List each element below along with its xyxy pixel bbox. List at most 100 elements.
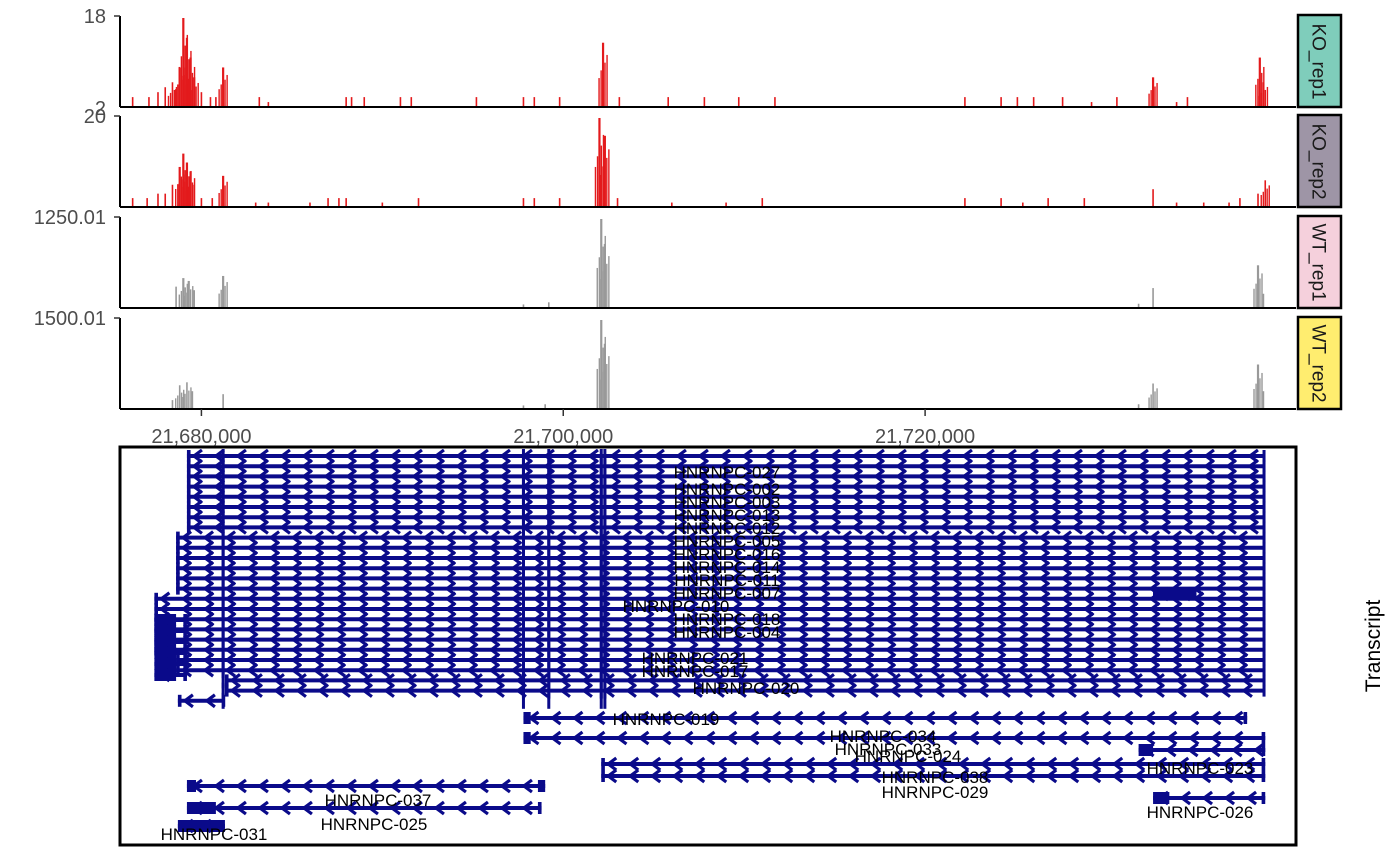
strand-arrow bbox=[1214, 571, 1227, 586]
strand-arrow bbox=[422, 662, 435, 678]
strand-arrow bbox=[752, 560, 765, 576]
strand-arrow bbox=[763, 489, 775, 505]
strand-arrow bbox=[279, 469, 291, 484]
exon bbox=[521, 590, 525, 607]
strand-arrow bbox=[741, 509, 753, 525]
strand-arrow bbox=[796, 550, 809, 566]
strand-arrow bbox=[950, 591, 963, 607]
exon bbox=[521, 478, 525, 495]
exon bbox=[1261, 744, 1266, 756]
strand-arrow bbox=[411, 509, 423, 525]
strand-arrow bbox=[649, 768, 662, 784]
strand-arrow bbox=[913, 756, 926, 772]
strand-arrow bbox=[774, 571, 787, 586]
strand-arrow bbox=[279, 489, 291, 505]
exon bbox=[154, 625, 177, 637]
strand-arrow bbox=[917, 449, 929, 464]
strand-arrow bbox=[1219, 683, 1231, 698]
strand-arrow bbox=[972, 560, 985, 576]
strand-arrow bbox=[1153, 673, 1165, 688]
strand-arrow bbox=[813, 710, 826, 726]
strand-arrow bbox=[686, 652, 699, 668]
strand-arrow bbox=[312, 530, 325, 545]
coverage-bar bbox=[606, 363, 608, 409]
strand-arrow bbox=[191, 520, 203, 535]
exon bbox=[154, 614, 177, 626]
strand-arrow bbox=[202, 652, 215, 668]
strand-arrow bbox=[994, 601, 1007, 617]
strand-arrow bbox=[224, 591, 237, 607]
coverage-bar bbox=[164, 193, 167, 207]
strand-arrow bbox=[972, 581, 985, 596]
strand-arrow bbox=[356, 581, 369, 596]
strand-arrow bbox=[818, 632, 831, 647]
strand-arrow bbox=[1236, 632, 1249, 647]
strand-arrow bbox=[1082, 622, 1095, 637]
strand-arrow bbox=[681, 710, 694, 726]
strand-arrow bbox=[202, 530, 215, 545]
strand-arrow bbox=[290, 581, 303, 596]
strand-arrow bbox=[862, 571, 875, 586]
strand-arrow bbox=[449, 683, 461, 698]
coverage-bar bbox=[1262, 293, 1265, 308]
strand-arrow bbox=[1153, 683, 1165, 698]
strand-arrow bbox=[312, 662, 325, 678]
strand-arrow bbox=[1131, 673, 1143, 688]
strand-arrow bbox=[1093, 499, 1105, 515]
coverage-bar bbox=[774, 97, 776, 107]
strand-arrow bbox=[774, 611, 787, 627]
strand-arrow bbox=[323, 489, 335, 505]
transcript-label: HNRNPC-020 bbox=[693, 679, 800, 698]
coverage-bar bbox=[171, 184, 174, 207]
strand-arrow bbox=[911, 673, 923, 688]
strand-arrow bbox=[840, 611, 853, 627]
exon bbox=[599, 692, 603, 709]
transcript-label: HNRNPC-018 bbox=[674, 610, 781, 629]
strand-arrow bbox=[543, 458, 555, 474]
strand-arrow bbox=[235, 489, 247, 505]
exon bbox=[183, 669, 187, 681]
strand-arrow bbox=[1236, 560, 1249, 576]
strand-arrow bbox=[730, 611, 743, 627]
strand-arrow bbox=[1214, 662, 1227, 678]
strand-arrow bbox=[851, 458, 863, 474]
strand-arrow bbox=[367, 489, 379, 505]
strand-arrow bbox=[1243, 768, 1256, 784]
strand-arrow bbox=[290, 611, 303, 627]
strand-arrow bbox=[807, 520, 819, 535]
strand-arrow bbox=[433, 778, 445, 794]
strand-arrow bbox=[829, 520, 841, 535]
strand-arrow bbox=[779, 673, 791, 688]
coverage-bar bbox=[558, 198, 561, 207]
exon bbox=[221, 488, 225, 505]
exon bbox=[603, 468, 607, 485]
strand-arrow bbox=[400, 591, 413, 607]
strand-arrow bbox=[1199, 768, 1212, 784]
coverage-bar bbox=[1148, 397, 1150, 409]
strand-arrow bbox=[565, 520, 577, 535]
strand-arrow bbox=[576, 560, 589, 576]
exon bbox=[221, 652, 225, 668]
coverage-bar bbox=[182, 186, 184, 207]
strand-arrow bbox=[1060, 652, 1073, 668]
strand-arrow bbox=[1038, 611, 1051, 627]
strand-arrow bbox=[713, 683, 725, 698]
strand-arrow bbox=[1236, 530, 1249, 545]
strand-arrow bbox=[862, 632, 875, 647]
exon bbox=[177, 820, 225, 832]
exon bbox=[1262, 664, 1266, 677]
exon bbox=[599, 509, 603, 526]
exon bbox=[547, 458, 551, 475]
strand-arrow bbox=[719, 449, 731, 464]
strand-arrow bbox=[884, 571, 897, 586]
coverage-bar bbox=[148, 97, 150, 107]
strand-arrow bbox=[1197, 673, 1209, 688]
strand-arrow bbox=[823, 683, 835, 698]
strand-arrow bbox=[1093, 449, 1105, 464]
strand-arrow bbox=[1109, 673, 1121, 688]
strand-arrow bbox=[301, 489, 313, 505]
exon bbox=[154, 647, 177, 659]
exon bbox=[547, 478, 551, 495]
strand-arrow bbox=[334, 652, 347, 668]
strand-arrow bbox=[229, 673, 241, 688]
